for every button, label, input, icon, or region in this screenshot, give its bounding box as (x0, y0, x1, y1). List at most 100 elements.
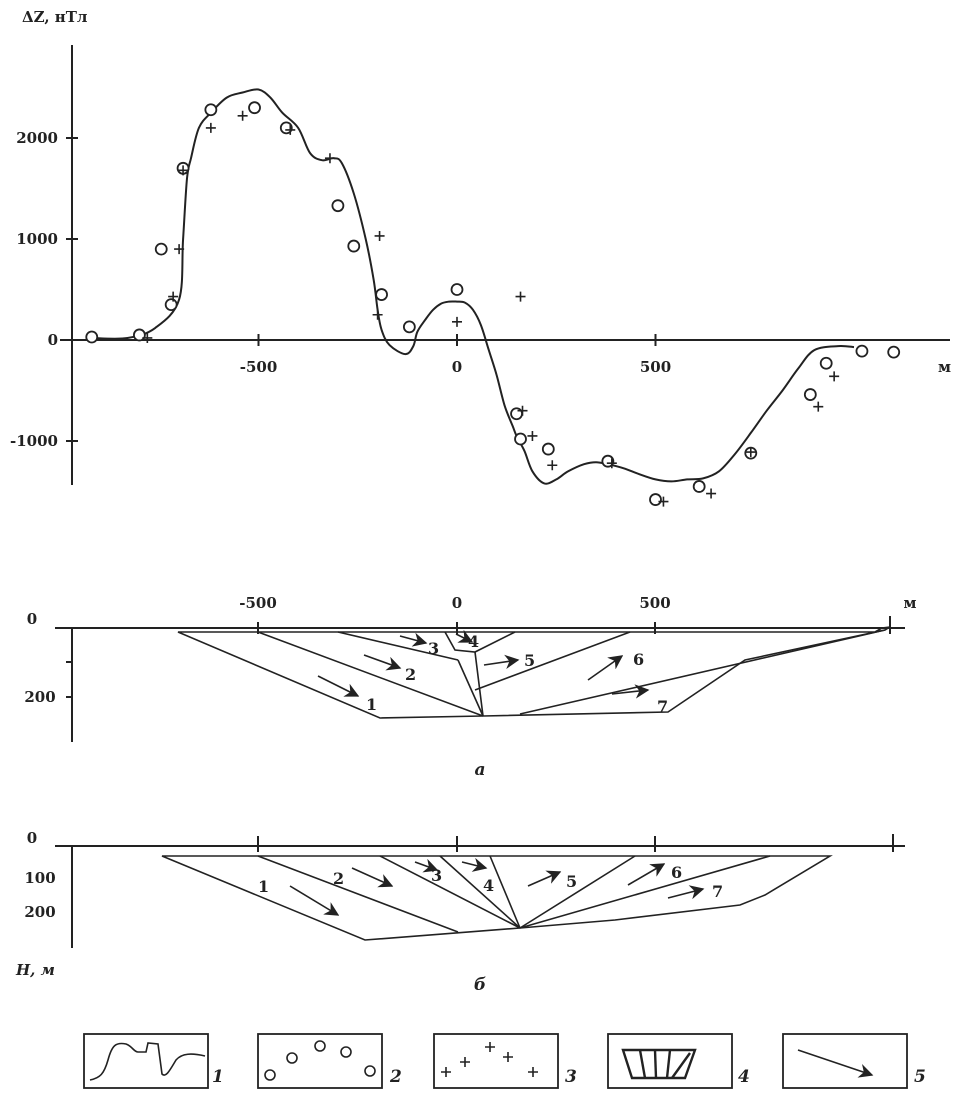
legend-box (607, 1033, 733, 1089)
legend-box (433, 1033, 559, 1089)
legend-box (257, 1033, 383, 1089)
section-b-arrow (414, 858, 439, 873)
data-point-plus (178, 165, 189, 176)
data-point-plus (285, 124, 296, 135)
data-point-plus (527, 430, 538, 441)
magnetic-profile-chart: ΔZ, нТл 2000 1000 0 -1000 -500 0 500 м (10, 8, 951, 507)
section-a-arrow (317, 675, 360, 697)
data-point-circle (248, 101, 261, 115)
data-point-circle (541, 442, 555, 456)
section-b-boundary (489, 855, 521, 929)
data-point-plus (372, 309, 383, 320)
section-a-x-unit: м (903, 594, 916, 612)
data-point-circle (819, 356, 833, 370)
data-point-plus (205, 122, 216, 133)
data-point-circle (164, 298, 178, 312)
section-a-boundary (337, 631, 459, 661)
section-b-block-label: 6 (671, 863, 682, 882)
section-b-blocks (161, 855, 833, 941)
y-tick-label: -1000 (10, 432, 58, 450)
section-a-arrow (611, 684, 650, 699)
section-a-ytick-label: 0 (27, 610, 37, 628)
section-b: 0 100 200 H, м 1 2 3 4 5 (15, 829, 905, 995)
data-point-plus (324, 153, 335, 164)
section-a-boundary (519, 629, 886, 715)
legend-label: 5 (914, 1067, 926, 1087)
data-point-circle (514, 432, 527, 446)
arrow-icon (797, 1049, 874, 1078)
data-point-plus (813, 401, 824, 412)
legend-label: 2 (389, 1067, 402, 1087)
section-b-block-label: 7 (712, 882, 723, 901)
section-a-block-label: 4 (468, 632, 479, 651)
plus-icon (441, 1042, 538, 1077)
section-a-blocks (177, 626, 891, 719)
section-a-boundary (257, 631, 484, 717)
data-point-plus (168, 291, 179, 302)
section-a-block-label: 1 (366, 695, 377, 714)
legend-label: 1 (212, 1067, 224, 1087)
data-point-circle (204, 103, 218, 117)
section-a-boundary (474, 631, 631, 691)
data-point-circle (375, 288, 388, 301)
section-b-boundary (439, 855, 521, 929)
data-point-circle (692, 480, 706, 493)
data-point-circle (132, 328, 146, 342)
section-a-arrow (455, 629, 474, 643)
section-a-block-labels: 1 2 3 4 5 6 7 (366, 632, 668, 716)
legend-item-2: 2 (257, 1033, 402, 1089)
section-b-block-label: 4 (483, 876, 494, 895)
section-b-block-label: 1 (258, 877, 269, 896)
data-point-plus (745, 447, 756, 458)
section-a-xtick-label: -500 (239, 594, 277, 612)
data-point-circle (803, 388, 817, 401)
section-a-axes: -500 0 500 м 0 200 (24, 594, 917, 742)
x-tick-label: 0 (452, 358, 462, 376)
section-a-block-label: 2 (405, 665, 416, 684)
section-a-xtick-label: 0 (452, 594, 462, 612)
y-tick-label: 0 (48, 331, 58, 349)
section-a-block-label: 6 (633, 650, 644, 669)
section-a-boundary (474, 651, 484, 717)
data-point-plus (829, 371, 840, 382)
section-b-block-label: 3 (431, 866, 442, 885)
legend-label: 4 (738, 1067, 750, 1087)
data-point-circle (649, 493, 662, 506)
section-a-xtick-label: 500 (639, 594, 670, 612)
y-axis-label: ΔZ, нТл (22, 8, 88, 26)
data-point-circle (855, 344, 869, 358)
section-b-arrow (667, 885, 705, 900)
section-a-ytick-label: 200 (24, 688, 55, 706)
legend-item-5: 5 (782, 1033, 926, 1089)
legend-box (83, 1033, 209, 1089)
data-point-circle (331, 199, 345, 213)
blocks-icon (621, 1048, 697, 1080)
data-point-plus (517, 405, 528, 416)
legend-item-4: 4 (607, 1033, 750, 1089)
series-line-anomaly (91, 88, 855, 485)
data-point-plus (374, 230, 385, 241)
section-b-boundary (257, 855, 459, 933)
section-a-block-label: 3 (428, 639, 439, 658)
data-point-plus (142, 332, 153, 343)
x-tick-label: -500 (240, 358, 278, 376)
data-point-plus (237, 110, 248, 121)
data-point-plus (706, 488, 717, 499)
section-a-boundary (457, 659, 484, 717)
x-tick-label: 500 (640, 358, 671, 376)
section-a-caption: а (474, 760, 485, 780)
section-b-outline (161, 855, 833, 941)
data-point-circle (887, 345, 901, 359)
data-point-plus (515, 291, 526, 302)
section-b-arrow (351, 867, 394, 888)
section-a-arrow (587, 655, 624, 681)
data-point-circle (154, 242, 168, 256)
data-point-plus (174, 244, 185, 255)
section-a-block-label: 7 (657, 697, 668, 716)
section-a-arrow (363, 654, 402, 671)
legend: 1 2 3 (83, 1033, 926, 1089)
legend-box (782, 1033, 908, 1089)
legend-item-3: 3 (433, 1033, 577, 1089)
section-b-arrow (461, 857, 488, 872)
